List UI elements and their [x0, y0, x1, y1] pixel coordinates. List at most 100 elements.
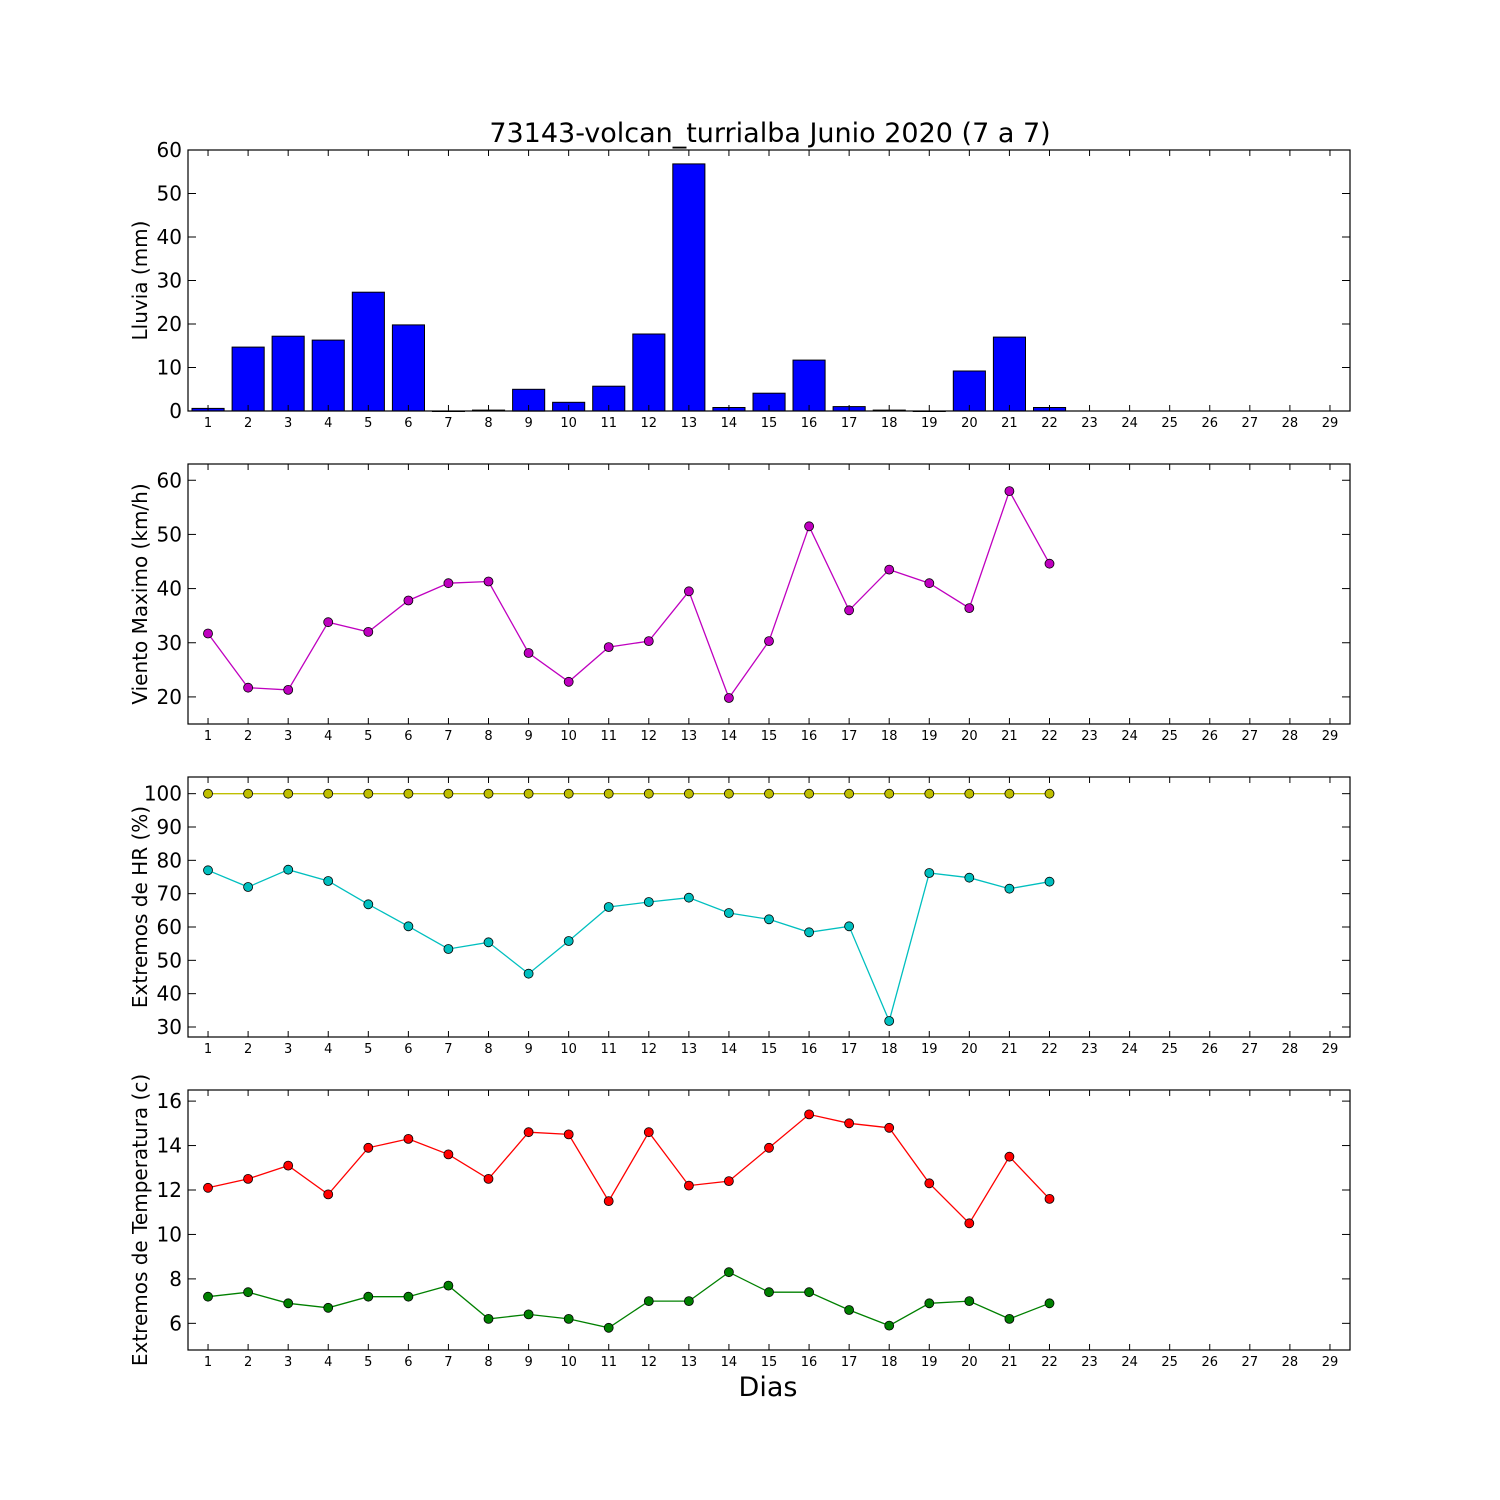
point-s2-day-9 [523, 968, 534, 979]
x-tick-label: 1 [204, 416, 212, 431]
figure-title: 73143-volcan_turrialba Junio 2020 (7 a 7… [489, 118, 1050, 149]
point-s2-day-17 [844, 921, 854, 932]
x-tick-label: 10 [560, 1355, 577, 1370]
bar-day-2 [231, 346, 265, 412]
x-tick-label: 2 [244, 1042, 252, 1057]
point-s2-day-12 [643, 897, 654, 907]
point-s2-day-14 [724, 1267, 734, 1278]
point-s2-day-5 [363, 1291, 374, 1302]
point-s2-day-22 [1044, 1298, 1055, 1309]
x-tick-label: 14 [721, 729, 738, 744]
point-s1-day-15 [764, 788, 774, 799]
x-tick-label: 2 [244, 416, 252, 431]
y-tick-label: 20 [157, 685, 182, 709]
x-tick-label: 11 [600, 1042, 617, 1057]
point-s1-day-4 [323, 1189, 334, 1200]
point-s2-day-22 [1044, 876, 1055, 887]
x-tick-label: 20 [961, 1042, 978, 1057]
x-tick-label: 3 [284, 729, 292, 744]
x-tick-label: 4 [324, 1355, 332, 1370]
x-tick-label: 26 [1201, 1355, 1218, 1370]
point-s2-day-5 [363, 899, 374, 910]
point-s1-day-9 [523, 648, 534, 658]
x-tick-label: 3 [284, 416, 292, 431]
x-tick-label: 15 [761, 729, 778, 744]
x-tick-label: 5 [364, 1042, 372, 1057]
point-s1-day-20 [964, 1218, 975, 1229]
point-s2-day-8 [483, 937, 494, 948]
point-s2-day-12 [643, 1296, 654, 1306]
point-s1-day-2 [243, 682, 254, 693]
x-tick-label: 19 [921, 729, 938, 744]
point-s2-day-16 [804, 927, 814, 938]
y-tick-label: 40 [157, 982, 182, 1006]
x-tick-label: 27 [1242, 416, 1259, 431]
x-tick-label: 12 [641, 1355, 658, 1370]
x-tick-label: 6 [404, 1355, 412, 1370]
x-tick-label: 20 [961, 729, 978, 744]
point-s1-day-8 [483, 1174, 494, 1184]
point-s1-day-11 [603, 788, 614, 799]
point-s1-day-20 [964, 603, 975, 613]
point-s1-day-11 [603, 642, 614, 652]
x-axis-label: Dias [739, 1372, 798, 1403]
bar-day-16 [792, 359, 826, 412]
x-tick-label: 2 [244, 1355, 252, 1370]
x-tick-label: 25 [1161, 729, 1178, 744]
point-s2-day-17 [844, 1305, 854, 1315]
x-tick-label: 21 [1001, 1355, 1018, 1370]
point-s1-day-1 [203, 628, 213, 639]
y-tick-label: 60 [157, 138, 182, 162]
x-tick-label: 8 [484, 416, 492, 431]
y-axis-label: Extremos de Temperatura (c) [128, 1074, 152, 1366]
x-tick-label: 19 [921, 1355, 938, 1370]
y-tick-label: 30 [157, 631, 182, 655]
x-tick-label: 12 [641, 1042, 658, 1057]
y-tick-label: 6 [169, 1311, 182, 1335]
point-s1-day-17 [844, 1118, 854, 1129]
x-tick-label: 9 [524, 729, 532, 744]
x-tick-label: 28 [1282, 729, 1299, 744]
point-s1-day-16 [804, 521, 814, 532]
point-s1-day-9 [523, 1127, 534, 1138]
x-tick-label: 17 [841, 416, 858, 431]
y-tick-label: 30 [157, 1015, 182, 1039]
point-s2-day-20 [964, 1296, 975, 1306]
bar-day-6 [391, 324, 425, 412]
y-axis-label: Lluvia (mm) [128, 221, 152, 341]
point-s1-day-18 [884, 788, 895, 799]
point-s1-day-18 [884, 1122, 895, 1133]
x-tick-label: 1 [204, 1355, 212, 1370]
point-s1-day-22 [1044, 558, 1055, 569]
point-s2-day-1 [203, 1291, 213, 1302]
point-s1-day-18 [884, 564, 895, 575]
point-s2-day-2 [243, 882, 254, 892]
y-tick-label: 70 [157, 882, 182, 906]
point-s1-day-17 [844, 788, 854, 799]
y-tick-label: 10 [157, 356, 182, 380]
x-tick-label: 13 [681, 729, 698, 744]
x-tick-label: 29 [1322, 416, 1339, 431]
x-tick-label: 24 [1121, 1042, 1138, 1057]
point-s1-day-13 [684, 1180, 694, 1191]
x-tick-label: 5 [364, 729, 372, 744]
x-tick-label: 10 [560, 729, 577, 744]
y-tick-label: 20 [157, 312, 182, 336]
y-tick-label: 8 [169, 1267, 182, 1291]
point-s1-day-12 [643, 1127, 654, 1138]
point-s1-day-12 [643, 636, 654, 646]
x-tick-label: 9 [524, 1355, 532, 1370]
point-s1-day-9 [523, 788, 534, 799]
point-s2-day-3 [283, 1298, 294, 1309]
point-s2-day-4 [323, 876, 334, 886]
x-tick-label: 25 [1161, 1355, 1178, 1370]
x-tick-label: 26 [1201, 416, 1218, 431]
point-s1-day-15 [764, 636, 774, 646]
point-s1-day-2 [243, 788, 254, 799]
point-s1-day-8 [483, 788, 494, 799]
point-s2-day-18 [884, 1320, 895, 1331]
x-tick-label: 4 [324, 729, 332, 744]
series-line-1 [207, 489, 1051, 700]
point-s2-day-20 [964, 872, 975, 883]
